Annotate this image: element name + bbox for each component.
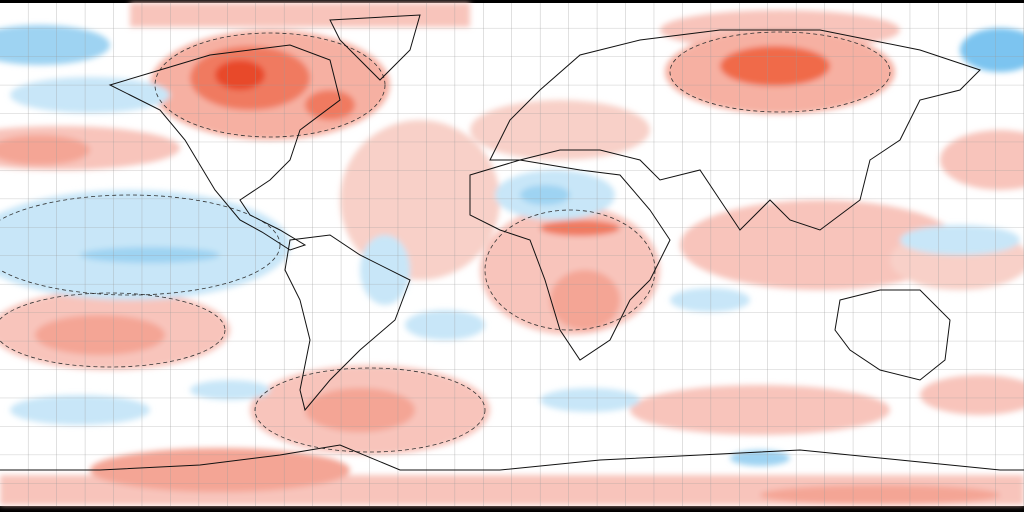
- contours: [0, 31, 891, 453]
- graticule: [0, 3, 1024, 506]
- antarctica: [0, 444, 1024, 471]
- south-america: [284, 234, 411, 412]
- contour: [154, 32, 386, 138]
- contour: [254, 367, 486, 453]
- north-america: [108, 44, 341, 251]
- australia: [834, 289, 951, 381]
- coastlines: [0, 14, 1024, 471]
- contour: [669, 31, 891, 113]
- africa: [469, 159, 671, 361]
- greenland: [329, 14, 421, 81]
- eurasia: [489, 29, 981, 231]
- contour: [0, 292, 226, 368]
- contour: [0, 194, 281, 296]
